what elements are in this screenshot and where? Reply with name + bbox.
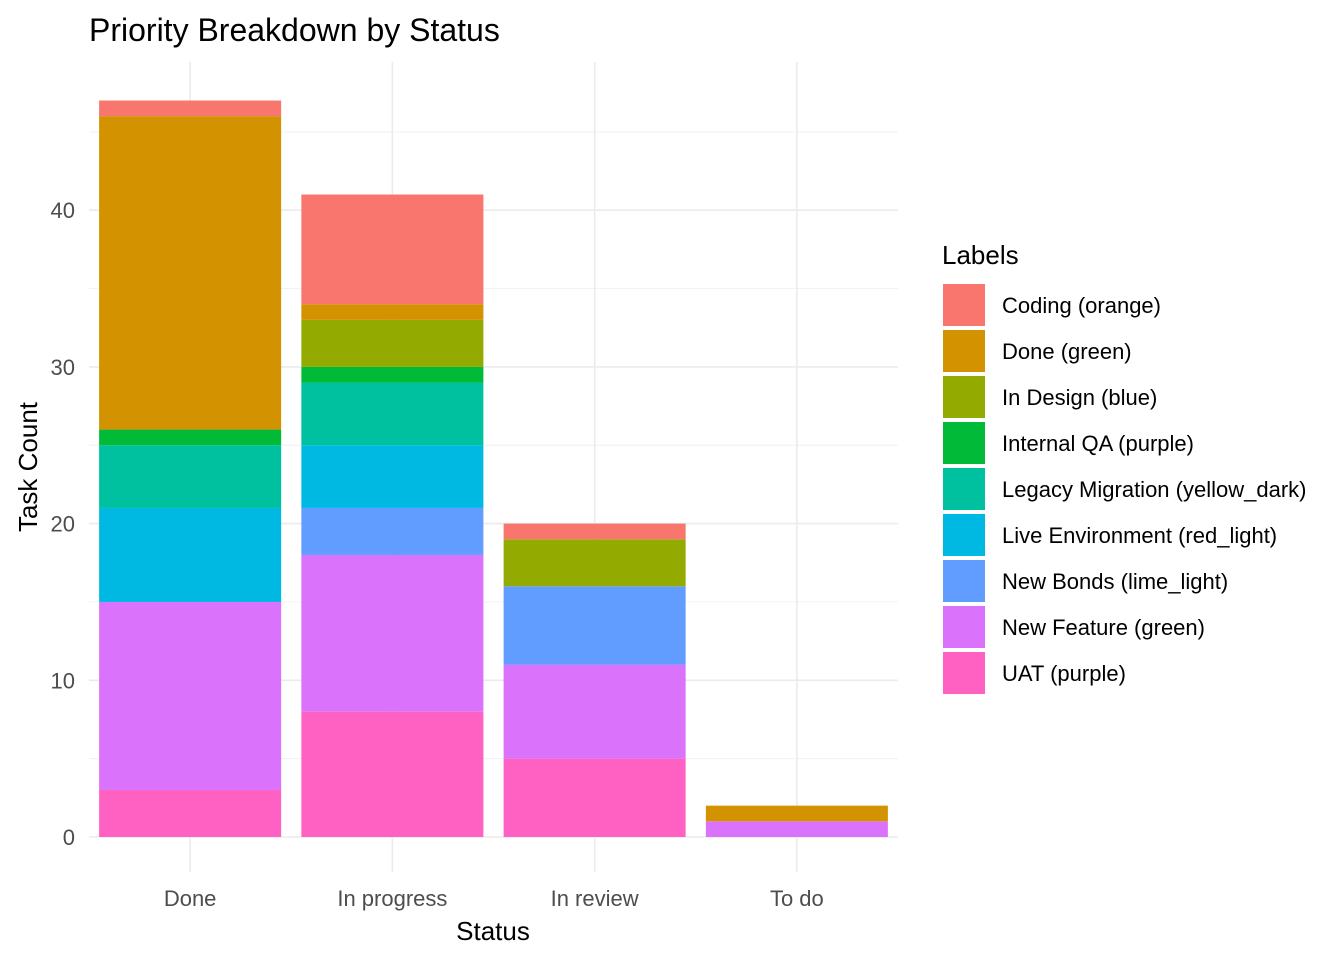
legend-label: Done (green) xyxy=(1002,339,1132,364)
bar-segment-in-progress-1 xyxy=(301,194,484,305)
bar-segment-in-review-9 xyxy=(503,758,686,837)
bar-segment-in-progress-5 xyxy=(301,382,484,446)
legend-label: New Bonds (lime_light) xyxy=(1002,569,1228,594)
legend-key xyxy=(943,514,985,556)
bar-segment-in-progress-9 xyxy=(301,711,484,837)
y-tick-label: 30 xyxy=(51,355,75,380)
legend-key xyxy=(943,330,985,372)
x-tick-label: Done xyxy=(164,886,217,911)
bar-segment-in-progress-3 xyxy=(301,319,484,367)
chart-title: Priority Breakdown by Status xyxy=(89,12,500,48)
y-tick-label: 40 xyxy=(51,198,75,223)
bar-segment-done-5 xyxy=(99,445,282,508)
legend-title: Labels xyxy=(942,240,1019,270)
bar-segment-to-do-2 xyxy=(705,805,888,822)
x-axis-title: Status xyxy=(456,916,530,946)
legend-key xyxy=(943,560,985,602)
y-tick-label: 0 xyxy=(63,825,75,850)
bar-segment-in-review-8 xyxy=(503,664,686,759)
bar-segment-in-progress-7 xyxy=(301,507,484,555)
x-tick-label: To do xyxy=(770,886,824,911)
y-tick-label: 20 xyxy=(51,512,75,537)
bar-segment-done-8 xyxy=(99,601,282,790)
legend-label: Live Environment (red_light) xyxy=(1002,523,1277,548)
bar-segment-in-review-3 xyxy=(503,539,686,587)
legend-key xyxy=(943,468,985,510)
legend-key xyxy=(943,422,985,464)
bars xyxy=(99,100,888,837)
legend-label: New Feature (green) xyxy=(1002,615,1205,640)
x-axis-ticks: Done In progress In review To do xyxy=(164,886,824,911)
bar-segment-done-6 xyxy=(99,507,282,602)
bar-segment-done-9 xyxy=(99,789,282,837)
y-axis-ticks: 0 10 20 30 40 xyxy=(51,198,75,850)
legend-key xyxy=(943,652,985,694)
bar-segment-in-progress-4 xyxy=(301,366,484,383)
x-tick-label: In progress xyxy=(337,886,447,911)
bar-segment-done-1 xyxy=(99,100,282,117)
bar-segment-done-2 xyxy=(99,116,282,430)
bar-segment-in-review-7 xyxy=(503,586,686,665)
bar-segment-in-progress-6 xyxy=(301,445,484,508)
legend-key xyxy=(943,376,985,418)
legend-label: Coding (orange) xyxy=(1002,293,1161,318)
y-tick-label: 10 xyxy=(51,668,75,693)
bar-segment-in-progress-2 xyxy=(301,304,484,320)
bar-segment-in-review-1 xyxy=(503,523,686,540)
legend-key xyxy=(943,606,985,648)
y-axis-title: Task Count xyxy=(13,401,43,532)
bar-segment-to-do-8 xyxy=(705,821,888,837)
legend-label: Internal QA (purple) xyxy=(1002,431,1194,456)
legend: Labels Coding (orange) Done (green) In Des… xyxy=(942,240,1306,694)
legend-label: UAT (purple) xyxy=(1002,661,1126,686)
x-tick-label: In review xyxy=(551,886,639,911)
bar-segment-done-4 xyxy=(99,429,282,446)
legend-label: In Design (blue) xyxy=(1002,385,1157,410)
legend-key xyxy=(943,284,985,326)
bar-segment-in-progress-8 xyxy=(301,554,484,712)
legend-label: Legacy Migration (yellow_dark) xyxy=(1002,477,1306,502)
